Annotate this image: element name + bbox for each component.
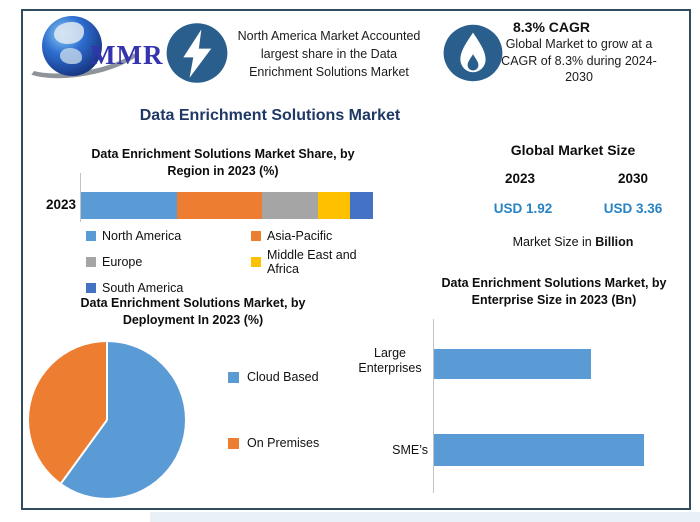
market-size-footnote-unit: Billion <box>595 235 634 249</box>
legend-label: South America <box>102 281 184 295</box>
market-size-footnote-prefix: Market Size in <box>512 235 596 249</box>
market-size-value-2023: USD 1.92 <box>493 201 553 216</box>
legend-swatch <box>251 257 261 267</box>
legend-item: Middle East and Africa <box>251 248 386 276</box>
globe-continent-shape <box>54 22 84 44</box>
enterprise-category-label: Large Enterprises <box>358 346 422 375</box>
deployment-pie <box>29 342 185 498</box>
lightning-icon <box>163 22 231 84</box>
legend-label: Europe <box>102 255 143 269</box>
flame-icon <box>438 23 508 83</box>
legend-swatch <box>228 437 239 449</box>
pie-separator-2 <box>60 419 108 484</box>
enterprise-category-label: SME’s <box>392 443 428 457</box>
legend-item: On Premises <box>228 436 319 450</box>
deployment-chart-title: Data Enrichment Solutions Market, by Dep… <box>38 295 348 328</box>
cagr-line: 2030 <box>565 70 593 84</box>
bottom-strip <box>150 512 700 522</box>
market-size-year-2023: 2023 <box>504 171 536 186</box>
legend-swatch <box>86 231 96 241</box>
legend-swatch <box>251 231 261 241</box>
enterprise-chart-title: Data Enrichment Solutions Market, by Ent… <box>418 275 690 308</box>
legend-label: Asia-Pacific <box>267 229 333 243</box>
legend-item: North America <box>86 229 251 243</box>
globe-continent-shape <box>60 48 82 64</box>
bar-segment-middle-east-and-africa <box>317 192 350 219</box>
bar-segment-europe <box>262 192 318 219</box>
legend-label: North America <box>102 229 182 243</box>
legend-swatch <box>228 371 239 383</box>
global-market-size-title: Global Market Size <box>510 142 636 158</box>
legend-label: Middle East and Africa <box>267 248 357 276</box>
region-chart-axis <box>80 173 81 222</box>
cagr-line: Global Market to grow at a <box>505 37 653 51</box>
region-legend: North America Asia-Pacific Europe Middle Ea… <box>86 229 386 295</box>
legend-swatch <box>86 283 96 293</box>
market-size-year-2030: 2030 <box>617 171 649 186</box>
cagr-headline: 8.3% CAGR <box>513 19 591 35</box>
deployment-chart-title-line: Deployment In 2023 (%) <box>122 312 264 327</box>
legend-swatch <box>86 257 96 267</box>
legend-item: South America <box>86 281 251 295</box>
region-chart-category-label: 2023 <box>45 197 76 212</box>
cagr-line: CAGR of 8.3% during 2024- <box>501 53 657 68</box>
region-chart-title-line: Region in 2023 (%) <box>167 163 279 178</box>
region-chart-title: Data Enrichment Solutions Market Share, … <box>58 146 388 179</box>
enterprise-chart-title-line: Data Enrichment Solutions Market, by <box>441 276 667 290</box>
enterprise-chart-axis <box>433 319 434 493</box>
header-note-line: largest share in the Data <box>260 47 398 61</box>
legend-item: Cloud Based <box>228 370 319 384</box>
market-size-footnote: Market Size in Billion <box>473 235 673 249</box>
market-size-value-2030: USD 3.36 <box>603 201 663 216</box>
bar-segment-north-america <box>81 192 178 219</box>
legend-label: On Premises <box>247 436 320 450</box>
legend-item: Europe <box>86 248 251 276</box>
region-chart-title-line: Data Enrichment Solutions Market Share, … <box>91 147 355 161</box>
page-title: Data Enrichment Solutions Market <box>139 107 401 124</box>
enterprise-bar-sme <box>434 434 644 466</box>
legend-item: Asia-Pacific <box>251 229 386 243</box>
bar-segment-asia-pacific <box>177 192 263 219</box>
header-note-line: Enrichment Solutions Market <box>249 65 409 79</box>
cagr-description: Global Market to grow at a CAGR of 8.3% … <box>498 36 660 86</box>
header-note-line: North America Market Accounted <box>237 29 421 43</box>
logo-text: MMR <box>90 40 164 70</box>
pie-separator-1 <box>106 342 108 420</box>
deployment-chart-title-line: Data Enrichment Solutions Market, by <box>80 296 306 310</box>
enterprise-bar-large <box>434 349 591 379</box>
legend-label: Cloud Based <box>247 370 319 384</box>
region-stacked-bar <box>81 192 373 219</box>
enterprise-chart-title-line: Enterprise Size in 2023 (Bn) <box>471 292 637 307</box>
bar-segment-south-america <box>349 192 373 219</box>
header-note-north-america: North America Market Accounted largest s… <box>228 27 430 81</box>
